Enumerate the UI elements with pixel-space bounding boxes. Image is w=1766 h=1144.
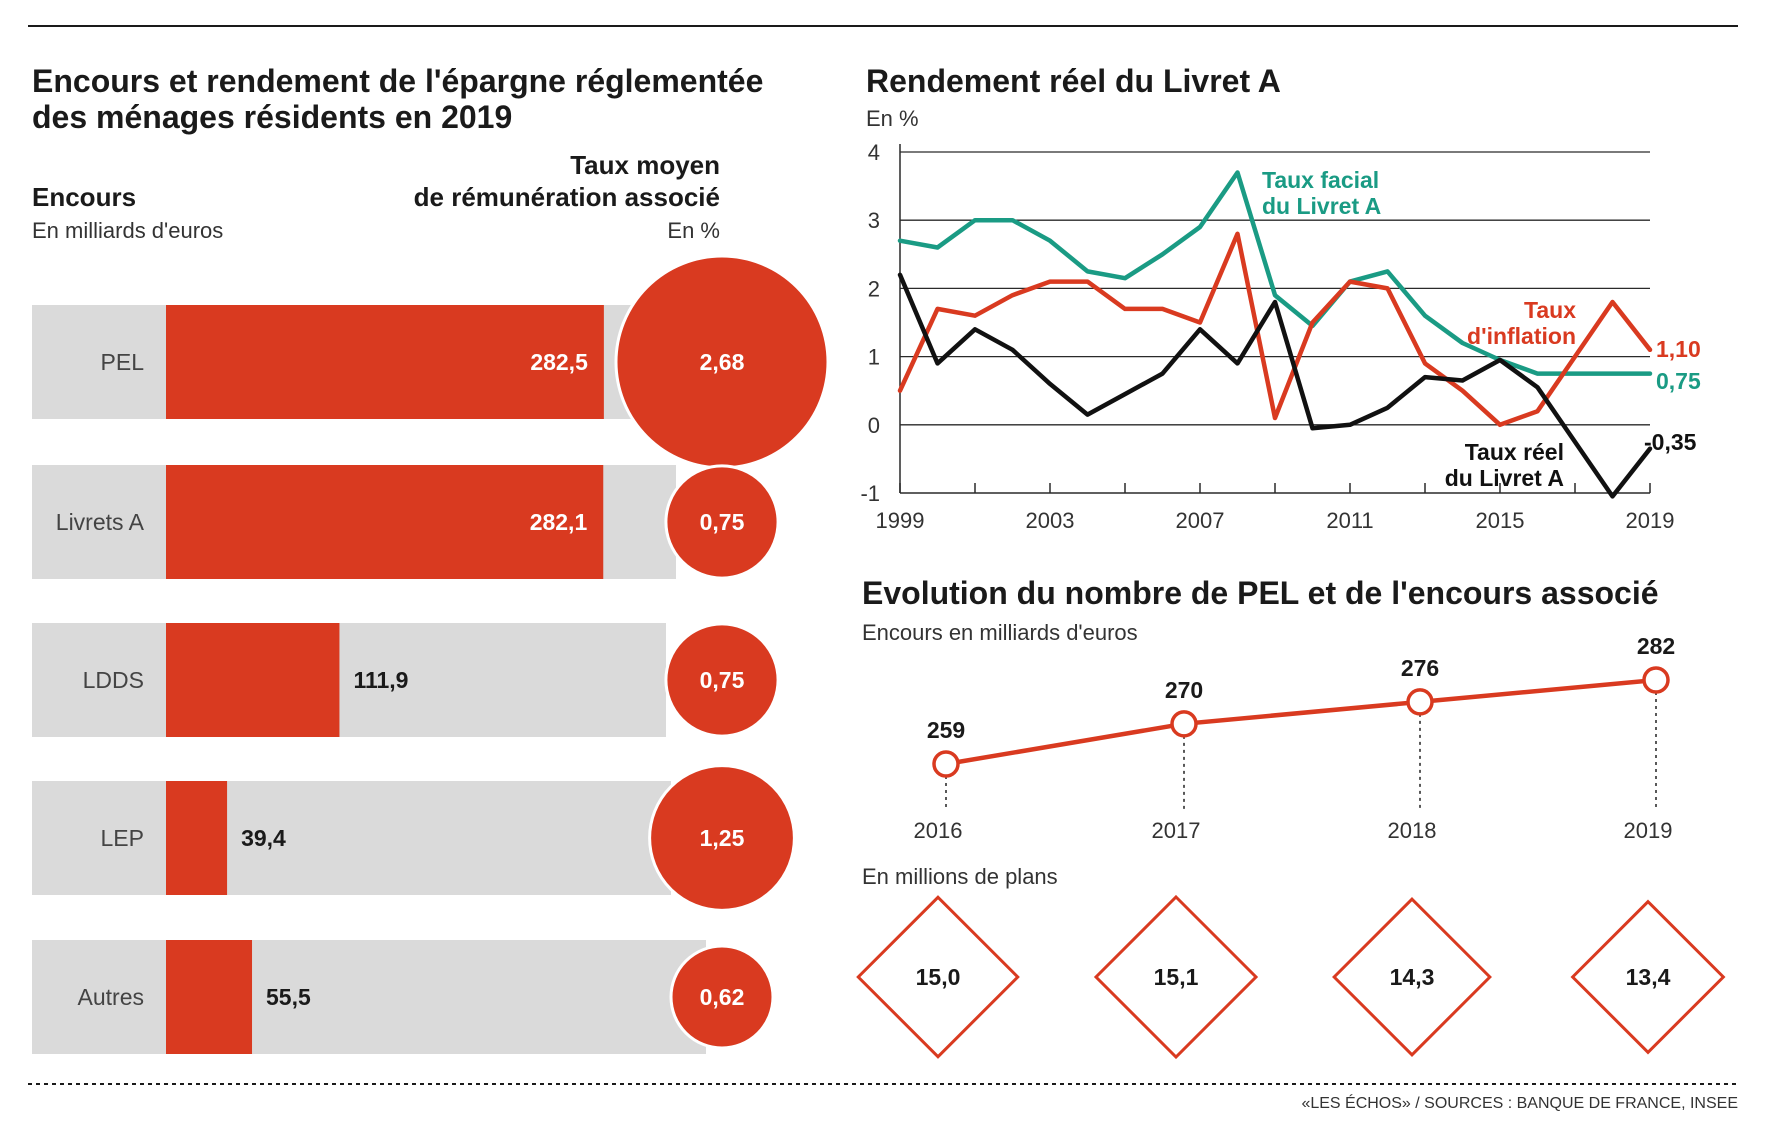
source-credit: «LES ÉCHOS» / SOURCES : BANQUE DE FRANCE… xyxy=(1301,1093,1738,1112)
bar-track xyxy=(32,940,706,1054)
y-tick-label: 3 xyxy=(868,208,880,233)
x-tick-label: 2003 xyxy=(1026,508,1075,533)
pel-encours-value: 270 xyxy=(1165,677,1203,703)
pel-encours-point xyxy=(1406,688,1434,716)
right-top-title: Rendement réel du Livret A xyxy=(866,63,1281,99)
x-tick-label: 1999 xyxy=(876,508,925,533)
series-taux-facial xyxy=(897,170,1653,376)
bar-category-label: Livrets A xyxy=(56,509,145,535)
rate-bubble xyxy=(648,764,796,912)
label-taux-reel-line2: du Livret A xyxy=(1445,465,1564,491)
x-tick-label: 2015 xyxy=(1476,508,1525,533)
plans-diamond xyxy=(1093,894,1259,1060)
encours-bar xyxy=(166,781,228,895)
left-title-line2: des ménages résidents en 2019 xyxy=(32,99,512,135)
pel-year-label: 2017 xyxy=(1152,818,1201,843)
bar-category-label: PEL xyxy=(101,349,145,375)
y-tick-label: 4 xyxy=(868,140,880,165)
encours-bar-chart: PEL 282,5 2,68 Livrets A 282,1 0,75 LDDS 111,9 0… xyxy=(32,254,830,1054)
pel-encours-point xyxy=(1170,710,1198,738)
pel-year-label: 2016 xyxy=(914,818,963,843)
bar-value-label: 111,9 xyxy=(353,667,408,693)
right-bottom-title: Evolution du nombre de PEL et de l'encou… xyxy=(862,575,1659,611)
bar-value-label: 282,1 xyxy=(530,509,588,535)
left-title-line1: Encours et rendement de l'épargne réglem… xyxy=(32,63,763,99)
x-tick-label: 2011 xyxy=(1326,508,1373,533)
plans-diamond xyxy=(856,895,1020,1059)
encours-bar xyxy=(166,305,604,419)
bar-track xyxy=(32,781,671,895)
y-tick-label: 1 xyxy=(868,345,880,370)
plans-unit: En millions de plans xyxy=(862,864,1058,889)
bar-category-label: LEP xyxy=(101,825,144,851)
rate-bubble xyxy=(664,622,780,738)
encours-bar xyxy=(166,465,604,579)
pel-encours-value: 259 xyxy=(927,717,965,743)
plans-diamond xyxy=(1332,897,1492,1057)
rate-bubble-label: 1,25 xyxy=(700,825,745,851)
pel-encours-value: 282 xyxy=(1637,633,1675,659)
rate-bubble-label: 0,62 xyxy=(700,984,745,1010)
right-top-unit: En % xyxy=(866,106,919,131)
end-value-inflation: 1,10 xyxy=(1656,336,1701,362)
rate-bubble-label: 0,75 xyxy=(700,667,745,693)
bar-value-label: 282,5 xyxy=(530,349,588,375)
y-tick-label: 2 xyxy=(868,276,880,301)
pel-encours-value: 276 xyxy=(1401,655,1439,681)
plans-value-label: 13,4 xyxy=(1626,964,1671,990)
right-bottom-encours-unit: Encours en milliards d'euros xyxy=(862,620,1138,645)
plans-value-label: 15,1 xyxy=(1154,964,1199,990)
bar-track xyxy=(32,623,666,737)
series-inflation xyxy=(897,231,1653,428)
taux-label-line2: de rémunération associé xyxy=(414,182,720,212)
label-inflation-line2: d'inflation xyxy=(1467,323,1576,349)
encours-bar xyxy=(166,940,253,1054)
pel-encours-line xyxy=(945,677,1657,767)
label-inflation-line1: Taux xyxy=(1524,297,1576,323)
end-value-facial: 0,75 xyxy=(1656,368,1701,394)
bar-value-label: 39,4 xyxy=(241,825,286,851)
rate-bubble xyxy=(669,944,775,1050)
pel-year-label: 2019 xyxy=(1624,818,1673,843)
end-value-reel: -0,35 xyxy=(1644,429,1697,455)
plans-diamond xyxy=(1570,899,1726,1055)
pel-encours-point xyxy=(1642,666,1670,694)
taux-label-line1: Taux moyen xyxy=(570,150,720,180)
encours-unit: En milliards d'euros xyxy=(32,218,223,243)
bar-category-label: LDDS xyxy=(83,667,144,693)
rate-bubble-label: 2,68 xyxy=(700,349,745,375)
taux-unit: En % xyxy=(667,218,720,243)
rate-bubble-label: 0,75 xyxy=(700,509,745,535)
x-tick-label: 2019 xyxy=(1626,508,1675,533)
label-taux-facial-line2: du Livret A xyxy=(1262,193,1381,219)
encours-bar xyxy=(166,623,340,737)
bar-category-label: Autres xyxy=(78,984,144,1010)
label-taux-reel-line1: Taux réel xyxy=(1465,439,1564,465)
plans-value-label: 15,0 xyxy=(916,964,961,990)
pel-year-label: 2018 xyxy=(1388,818,1437,843)
label-taux-facial-line1: Taux facial xyxy=(1262,167,1379,193)
pel-encours-point xyxy=(932,750,960,778)
bar-value-label: 55,5 xyxy=(266,984,311,1010)
encours-label: Encours xyxy=(32,182,136,212)
series-taux-reel xyxy=(897,272,1653,499)
y-tick-label: 0 xyxy=(868,413,880,438)
y-tick-label: -1 xyxy=(860,481,880,506)
pel-encours-chart: 259 2016 270 2017 276 2018 282 2019 xyxy=(914,633,1676,843)
pel-plans-diamonds: 15,0 15,1 14,3 13,4 xyxy=(856,894,1726,1060)
x-tick-label: 2007 xyxy=(1176,508,1225,533)
plans-value-label: 14,3 xyxy=(1390,964,1435,990)
rate-bubble xyxy=(664,464,780,580)
